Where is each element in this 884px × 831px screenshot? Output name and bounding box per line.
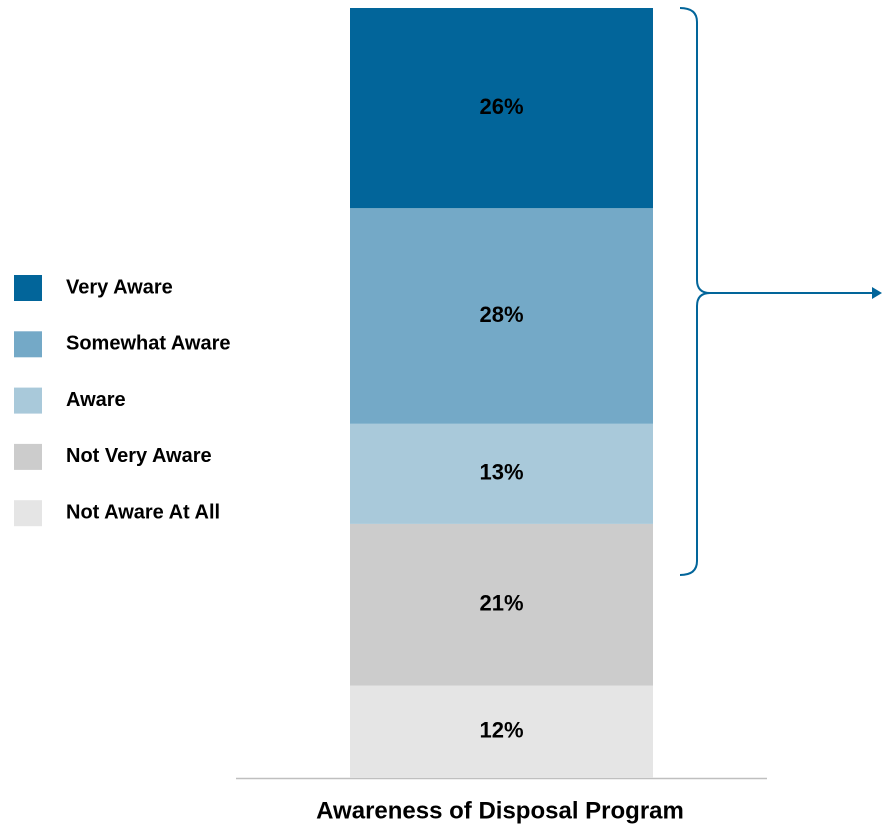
- legend-label: Not Aware At All: [66, 501, 220, 523]
- arrow-head: [872, 287, 882, 299]
- legend-swatch: [14, 387, 42, 414]
- bracket: [679, 7, 711, 576]
- value-label: 12%: [479, 718, 523, 743]
- value-label: 28%: [479, 302, 523, 327]
- legend-label: Not Very Aware: [66, 445, 212, 467]
- value-label: 13%: [479, 460, 523, 485]
- legend-label: Somewhat Aware: [66, 333, 231, 355]
- bar-segment: [350, 208, 653, 424]
- legend-swatch: [14, 331, 42, 358]
- bar-segment: [350, 685, 653, 778]
- legend-label: Very Aware: [66, 276, 173, 298]
- bar-segment: [350, 423, 653, 524]
- legend-swatch: [14, 275, 42, 301]
- legend-label: Aware: [66, 389, 126, 411]
- value-label: 21%: [479, 591, 523, 616]
- legend-swatch: [14, 500, 42, 527]
- value-label: 26%: [479, 94, 523, 119]
- bar-segment: [350, 8, 653, 209]
- legend-swatch: [14, 443, 42, 470]
- bar-segment: [350, 523, 653, 686]
- x-axis-label: Awareness of Disposal Program: [316, 797, 684, 824]
